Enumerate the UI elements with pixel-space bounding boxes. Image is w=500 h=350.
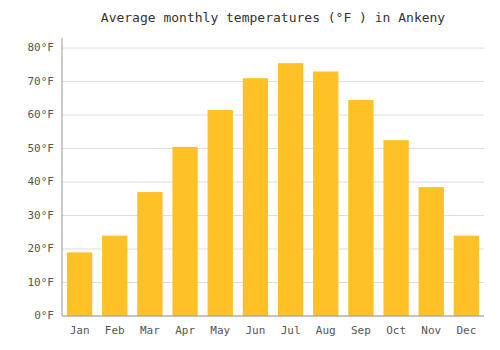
bar — [419, 187, 444, 316]
bar — [67, 252, 92, 316]
grid-line — [62, 81, 484, 82]
x-tick-label: Apr — [175, 324, 195, 337]
bar — [102, 236, 127, 316]
x-tick-label: Nov — [421, 324, 441, 337]
x-tick-label: Aug — [316, 324, 336, 337]
bar — [348, 100, 373, 316]
x-tick-labels: Jan Feb Mar Apr May Jun Jul Aug Sep Oct Nov Dec — [70, 324, 477, 337]
x-tick-label: May — [210, 324, 230, 337]
grid-line — [62, 148, 484, 149]
bar — [454, 236, 479, 316]
y-tick-label: 0°F — [34, 309, 54, 322]
grid-line — [62, 182, 484, 183]
bar — [383, 140, 408, 316]
grid-line — [62, 115, 484, 116]
y-tick-label: 20°F — [28, 242, 55, 255]
x-tick-label: Jul — [281, 324, 301, 337]
x-tick-label: Jun — [245, 324, 265, 337]
x-tick-label: Mar — [140, 324, 160, 337]
x-tick-label: Oct — [386, 324, 406, 337]
grid-line — [62, 48, 484, 49]
y-grid — [62, 48, 484, 316]
x-tick-label: Jan — [70, 324, 90, 337]
x-axis-line — [62, 316, 484, 317]
chart-svg: 0°F 10°F 20°F 30°F 40°F 50°F 60°F 70°F 80°F Jan Fe… — [0, 0, 500, 350]
y-axis-line — [62, 38, 63, 316]
y-tick-label: 60°F — [28, 108, 55, 121]
y-tick-label: 10°F — [28, 276, 55, 289]
y-tick-label: 30°F — [28, 209, 55, 222]
y-tick-label: 50°F — [28, 142, 55, 155]
y-tick-label: 80°F — [28, 41, 55, 54]
bar — [208, 110, 233, 316]
bar — [172, 147, 197, 316]
x-tick-label: Sep — [351, 324, 371, 337]
chart-title: Average monthly temperatures (°F ) in An… — [101, 10, 446, 25]
bar — [313, 71, 338, 316]
y-tick-label: 70°F — [28, 75, 55, 88]
grid-line — [62, 316, 484, 317]
y-tick-label: 40°F — [28, 175, 55, 188]
y-tick-labels: 0°F 10°F 20°F 30°F 40°F 50°F 60°F 70°F 80°F — [28, 41, 55, 322]
chart-container: 0°F 10°F 20°F 30°F 40°F 50°F 60°F 70°F 80°F Jan Fe… — [0, 0, 500, 350]
bar — [243, 78, 268, 316]
bar — [137, 192, 162, 316]
bar — [278, 63, 303, 316]
x-tick-label: Feb — [105, 324, 125, 337]
x-tick-label: Dec — [456, 324, 476, 337]
bars — [67, 63, 479, 316]
